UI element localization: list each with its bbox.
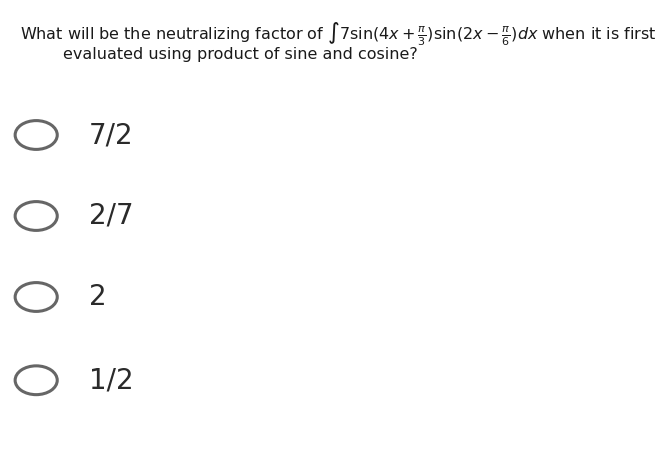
Text: 1/2: 1/2 <box>89 366 134 394</box>
Text: 7/2: 7/2 <box>89 121 134 149</box>
Text: What will be the neutralizing factor of $\int 7\sin(4x + \frac{\pi}{3})\sin(2x -: What will be the neutralizing factor of … <box>20 20 656 48</box>
Text: 2: 2 <box>89 283 107 311</box>
Text: evaluated using product of sine and cosine?: evaluated using product of sine and cosi… <box>63 47 417 62</box>
Text: 2/7: 2/7 <box>89 202 134 230</box>
